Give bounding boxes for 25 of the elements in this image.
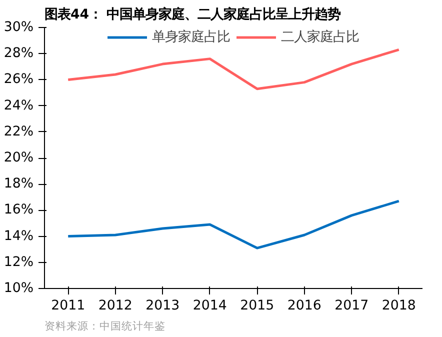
y-tick-label: 26% xyxy=(4,72,34,88)
x-tick-label: 2012 xyxy=(98,298,132,314)
y-tick-label: 20% xyxy=(4,150,34,166)
chart-title: 图表44： 中国单身家庭、二人家庭占比呈上升趋势 xyxy=(44,6,341,22)
y-tick-label: 10% xyxy=(4,281,34,296)
y-tick-label: 24% xyxy=(4,98,34,114)
y-tick-label: 16% xyxy=(4,202,34,218)
y-tick-label: 30% xyxy=(4,20,34,35)
line-series xyxy=(66,200,400,250)
y-tick-label: 22% xyxy=(4,124,34,140)
legend-label: 二人家庭占比 xyxy=(281,28,359,46)
x-tick-label: 2018 xyxy=(382,298,416,314)
x-tick-label: 2017 xyxy=(334,298,369,314)
y-tick-label: 14% xyxy=(4,228,34,244)
x-tick-label: 2011 xyxy=(51,298,86,314)
text: 资料来源：中国统计年鉴 xyxy=(44,320,166,332)
y-tick-label: 12% xyxy=(4,254,34,270)
x-tick-label: 2016 xyxy=(287,298,322,314)
y-tick-label: 28% xyxy=(4,46,34,62)
x-tick-label: 2013 xyxy=(146,298,180,314)
x-tick-label: 2014 xyxy=(192,298,227,314)
line-series xyxy=(66,48,400,90)
legend-label: 单身家庭占比 xyxy=(152,28,230,46)
y-tick-label: 18% xyxy=(4,176,34,192)
x-tick-label: 2015 xyxy=(240,298,274,314)
